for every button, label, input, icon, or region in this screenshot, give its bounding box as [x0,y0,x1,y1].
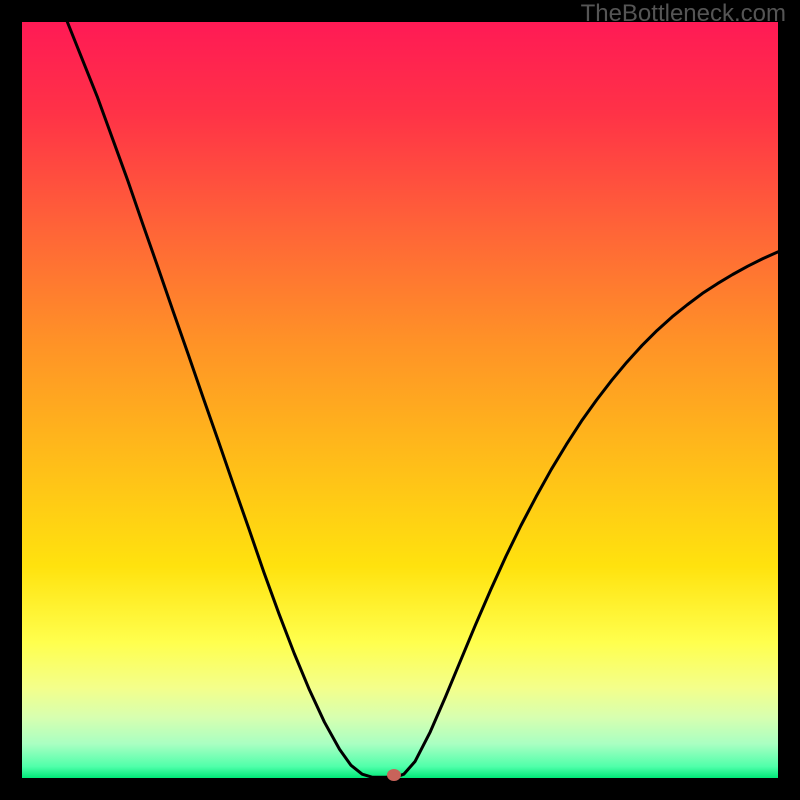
watermark-text: TheBottleneck.com [581,0,786,28]
optimal-point-marker [387,769,401,781]
chart-background-gradient [22,22,778,778]
chart-container: TheBottleneck.com [0,0,800,800]
bottleneck-chart [0,0,800,800]
